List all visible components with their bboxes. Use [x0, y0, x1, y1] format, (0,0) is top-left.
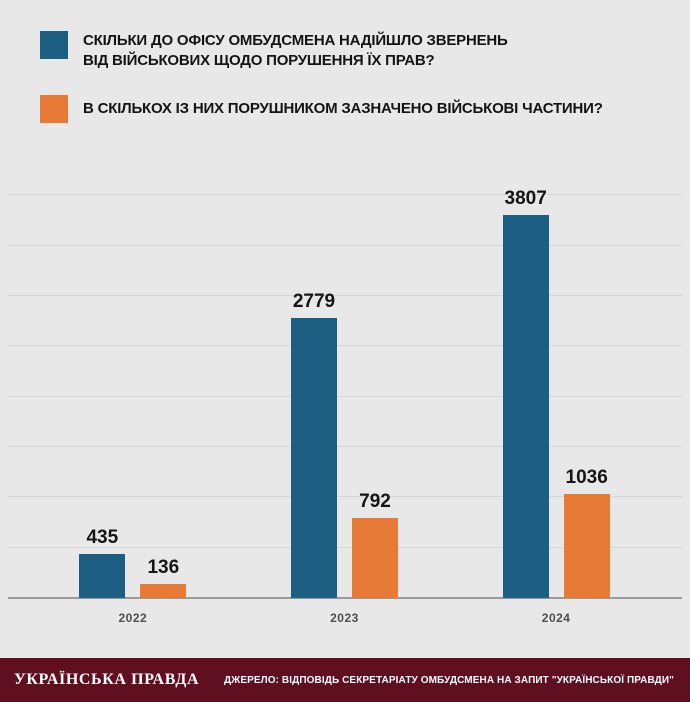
legend-swatch-appeals [40, 31, 68, 59]
gridline [8, 244, 682, 246]
bar-group-2024: 3807 1036 2024 [502, 188, 610, 625]
chart-legend: СКІЛЬКИ ДО ОФІСУ ОМБУДСМЕНА НАДІЙШЛО ЗВЕ… [40, 31, 676, 123]
bar-value-label: 792 [359, 491, 391, 513]
gridline [8, 194, 682, 196]
bar-series1-2023: 2779 [290, 291, 337, 598]
x-axis-label-2023: 2023 [330, 611, 359, 625]
bar-value-label: 2779 [292, 291, 336, 313]
legend-item-units: В СКІЛЬКОХ ІЗ НИХ ПОРУШНИКОМ ЗАЗНАЧЕНО В… [40, 94, 676, 123]
footer-bar: УКРАЇНСЬКА ПРАВДА ДЖЕРЕЛО: ВІДПОВІДЬ СЕК… [0, 658, 690, 702]
gridline [8, 395, 682, 397]
x-axis-label-2024: 2024 [541, 611, 571, 625]
bar-series1-2022: 435 [79, 527, 126, 598]
legend-item-appeals: СКІЛЬКИ ДО ОФІСУ ОМБУДСМЕНА НАДІЙШЛО ЗВЕ… [40, 31, 676, 71]
bar-value-label: 1036 [565, 466, 608, 488]
chart-plot: 435 136 2022 2779 792 2023 3807 1036 2024 [0, 165, 690, 625]
gridline [8, 294, 682, 296]
bar-value-label: 3807 [504, 187, 547, 209]
gridline [8, 345, 682, 347]
bar-value-label: 435 [86, 527, 119, 549]
gridline [8, 445, 682, 447]
x-axis-label-2022: 2022 [118, 611, 148, 625]
source-attribution: ДЖЕРЕЛО: ВІДПОВІДЬ СЕКРЕТАРІАТУ ОМБУДСМЕ… [223, 674, 674, 686]
bar-group-2023: 2779 792 2023 [290, 291, 398, 625]
bar-series1-2024: 3807 [502, 188, 549, 598]
legend-label-appeals-line2: ВІД ВІЙСЬКОВИХ ЩОДО ПОРУШЕННЯ ЇХ ПРАВ? [83, 51, 435, 69]
legend-label-units: В СКІЛЬКОХ ІЗ НИХ ПОРУШНИКОМ ЗАЗНАЧЕНО В… [83, 99, 603, 117]
bar-series2-2023: 792 [351, 491, 398, 598]
legend-label-appeals: СКІЛЬКИ ДО ОФІСУ ОМБУДСМЕНА НАДІЙШЛО ЗВЕ… [83, 31, 508, 71]
legend-label-appeals-line1: СКІЛЬКИ ДО ОФІСУ ОМБУДСМЕНА НАДІЙШЛО ЗВЕ… [83, 32, 508, 49]
ukrainska-pravda-logo: УКРАЇНСЬКА ПРАВДА [14, 671, 200, 688]
bar-group-2022: 435 136 2022 [79, 527, 187, 625]
gridline [8, 496, 682, 498]
bar-series2-2024: 1036 [563, 467, 610, 598]
x-axis-baseline [8, 597, 682, 599]
bar-value-label: 136 [147, 557, 180, 579]
bar-series2-2022: 136 [140, 557, 187, 598]
gridline [8, 546, 682, 548]
legend-swatch-units [40, 94, 68, 123]
bar-groups: 435 136 2022 2779 792 2023 3807 1036 2024 [0, 165, 690, 625]
